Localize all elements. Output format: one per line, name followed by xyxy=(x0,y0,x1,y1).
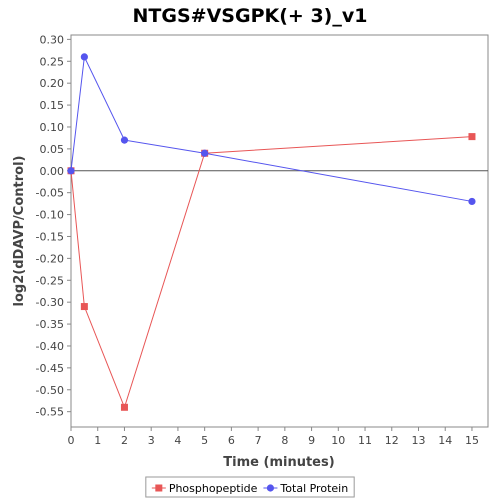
x-tick-label: 13 xyxy=(412,434,426,447)
total-protein-point xyxy=(67,167,75,175)
x-tick-label: 10 xyxy=(331,434,345,447)
y-tick-label: -0.50 xyxy=(36,384,64,397)
y-tick-label: -0.35 xyxy=(36,318,64,331)
y-tick-label: 0.30 xyxy=(40,33,65,46)
x-tick-label: 0 xyxy=(68,434,75,447)
legend-total-protein-marker xyxy=(266,484,275,492)
x-tick-label: 6 xyxy=(228,434,235,447)
phosphopeptide-point xyxy=(80,303,88,311)
legend xyxy=(145,476,355,498)
y-tick-label: -0.30 xyxy=(36,296,64,309)
y-tick-label: 0.10 xyxy=(40,121,65,134)
y-tick-label: 0.25 xyxy=(40,55,65,68)
legend-total-protein-label: Total Protein xyxy=(279,482,348,495)
series-layer xyxy=(67,53,476,411)
x-tick-label: 7 xyxy=(255,434,262,447)
y-tick-label: -0.25 xyxy=(36,274,64,287)
x-tick-label: 4 xyxy=(174,434,181,447)
total-protein-point xyxy=(80,53,88,61)
total-protein-point xyxy=(468,197,476,206)
x-axis: 0 1 2 3 4 5 6 7 8 9 10 11 12 13 14 15 xyxy=(68,427,479,447)
y-tick-label: -0.15 xyxy=(36,230,64,243)
y-tick-label: -0.05 xyxy=(36,187,64,200)
total-protein-point xyxy=(120,136,129,144)
x-tick-label: 1 xyxy=(94,434,101,447)
x-tick-label: 2 xyxy=(121,434,128,447)
y-axis: 0.30 0.25 0.20 0.15 0.10 0.05 0.00 -0.05 -0.10 -0… xyxy=(36,33,71,419)
legend-items: Phosphopeptide Total Protein xyxy=(151,482,348,495)
x-tick-label: 8 xyxy=(281,434,288,447)
x-tick-label: 5 xyxy=(201,434,208,447)
y-tick-label: 0.00 xyxy=(40,165,65,178)
y-tick-label: -0.20 xyxy=(36,252,64,265)
chart-title: NTGS#VSGPK(+ 3)_v1 xyxy=(133,5,368,27)
y-tick-label: -0.10 xyxy=(36,209,64,222)
y-tick-label: 0.05 xyxy=(40,143,65,156)
x-tick-label: 9 xyxy=(308,434,315,447)
phosphopeptide-point xyxy=(120,403,128,411)
y-tick-label: 0.20 xyxy=(40,77,65,90)
y-tick-label: -0.45 xyxy=(36,362,64,375)
y-axis-label: log2(dDAVP/Control) xyxy=(12,156,27,307)
plot-area xyxy=(70,34,489,428)
legend-phosphopeptide-label: Phosphopeptide xyxy=(169,482,258,495)
x-tick-label: 12 xyxy=(385,434,399,447)
x-tick-label: 11 xyxy=(358,434,372,447)
total-protein-point xyxy=(201,149,209,157)
legend-phosphopeptide-marker xyxy=(155,484,163,492)
x-tick-label: 3 xyxy=(148,434,155,447)
y-tick-label: 0.15 xyxy=(40,99,65,112)
y-tick-label: -0.40 xyxy=(36,340,64,353)
x-tick-label: 15 xyxy=(465,434,479,447)
phosphopeptide-point xyxy=(468,133,476,141)
x-axis-label: Time (minutes) xyxy=(223,455,334,470)
x-tick-label: 14 xyxy=(438,434,452,447)
y-tick-label: -0.55 xyxy=(36,406,64,419)
